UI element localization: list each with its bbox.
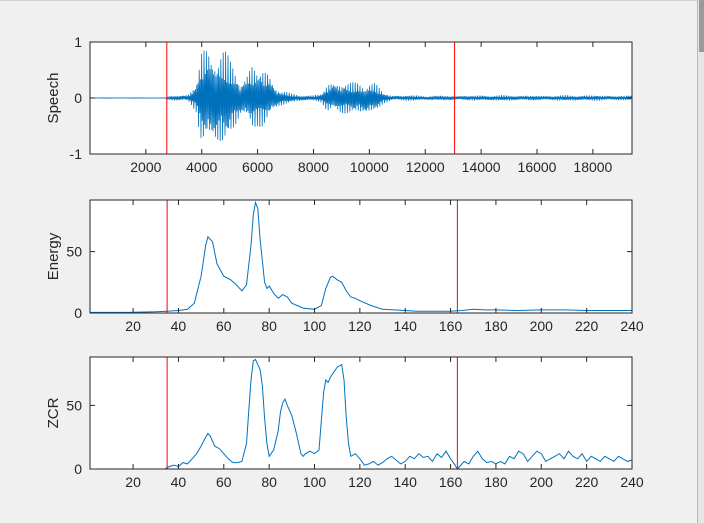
plot-1-xtick-label: 8000	[298, 159, 329, 175]
plot-1-xtick-label: 12000	[406, 159, 445, 175]
plot-2-ytick-label: 50	[66, 244, 82, 260]
plot-1-xtick-label: 18000	[573, 159, 612, 175]
plot-3-xtick-label: 140	[394, 474, 418, 490]
plot-3-background	[90, 357, 632, 469]
plot-2-xtick-label: 240	[620, 318, 644, 334]
plot-3-xtick-label: 200	[530, 474, 554, 490]
window-scrollbar[interactable]	[697, 0, 704, 523]
plot-3-ytick-label: 0	[74, 461, 82, 477]
plot-3-xtick-label: 40	[171, 474, 187, 490]
plot-3-axes-box	[89, 356, 633, 470]
plot-3-xtick-label: 220	[575, 474, 599, 490]
plot-1-xtick-label: 4000	[186, 159, 217, 175]
plot-2-background	[90, 200, 632, 313]
plot-2-xtick-label: 20	[125, 318, 141, 334]
plot-3-xtick-label: 60	[216, 474, 232, 490]
plot-3-xtick-label: 240	[620, 474, 644, 490]
plot-2-series-line	[90, 200, 632, 313]
plot-2-axes-box	[89, 199, 633, 314]
window-top-border	[0, 0, 697, 1]
plot-3-xtick-label: 180	[484, 474, 508, 490]
plot-2-ylabel: Energy	[45, 232, 62, 280]
plot-2-xtick-label: 200	[530, 318, 554, 334]
plot-1-ytick-label: 0	[74, 90, 82, 106]
plot-2-ytick-label: 0	[74, 305, 82, 321]
plot-1-xtick-label: 10000	[350, 159, 389, 175]
plot-2-xtick-label: 40	[171, 318, 187, 334]
plot-3-ytick-label: 50	[66, 397, 82, 413]
plot-3-xtick-label: 120	[348, 474, 372, 490]
plot-3-xtick-label: 80	[261, 474, 277, 490]
plot-2-xtick-label: 120	[348, 318, 372, 334]
plot-1-xtick-label: 16000	[518, 159, 557, 175]
plot-1-ytick-label: -1	[70, 146, 83, 162]
plot-1-xtick-label: 6000	[242, 159, 273, 175]
plot-3-series-line	[90, 358, 633, 470]
plot-2-xtick-label: 160	[439, 318, 463, 334]
plot-1-xtick-label: 2000	[130, 159, 161, 175]
plot-2-xtick-label: 220	[575, 318, 599, 334]
plot-1-ylabel: Speech	[45, 73, 62, 124]
plot-3-xtick-label: 160	[439, 474, 463, 490]
plot-2-xtick-label: 100	[303, 318, 327, 334]
plot-1-speech-waveform	[89, 50, 633, 142]
plot-3-xtick-label: 20	[125, 474, 141, 490]
plot-2-xtick-label: 180	[484, 318, 508, 334]
plot-1-ytick-label: 1	[74, 34, 82, 50]
plot-3-ylabel: ZCR	[45, 397, 62, 428]
plot-3-xtick-label: 100	[303, 474, 327, 490]
plot-2-xtick-label: 140	[394, 318, 418, 334]
plot-2-xtick-label: 60	[216, 318, 232, 334]
plot-1-xtick-label: 14000	[462, 159, 501, 175]
scrollbar-thumb[interactable]	[699, 0, 704, 52]
plot-2-xtick-label: 80	[261, 318, 277, 334]
